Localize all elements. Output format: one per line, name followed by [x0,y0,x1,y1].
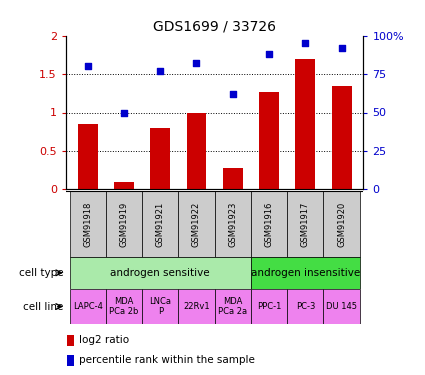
Bar [251,257,360,289]
Text: LNCa
P: LNCa P [149,297,171,316]
Bar [178,289,215,324]
Bar [215,191,251,257]
Point [193,60,200,66]
Bar [70,191,106,257]
Bar [223,168,243,189]
Bar [70,257,251,289]
Point [302,40,309,46]
Text: 22Rv1: 22Rv1 [183,302,210,311]
Bar [332,86,351,189]
Text: GSM91919: GSM91919 [119,201,128,247]
Bar [178,191,215,257]
Text: GSM91920: GSM91920 [337,201,346,247]
Bar [259,92,279,189]
Text: GSM91917: GSM91917 [301,201,310,247]
Bar [106,289,142,324]
Text: GSM91918: GSM91918 [83,201,92,247]
Text: DU 145: DU 145 [326,302,357,311]
Point [84,63,91,69]
Title: GDS1699 / 33726: GDS1699 / 33726 [153,19,276,33]
Bar [295,59,315,189]
Point [266,51,272,57]
Text: GSM91923: GSM91923 [228,201,237,247]
Bar [106,191,142,257]
Point [338,45,345,51]
Bar [323,289,360,324]
Text: MDA
PCa 2a: MDA PCa 2a [218,297,247,316]
Text: cell type: cell type [19,268,64,278]
Bar [323,191,360,257]
Text: androgen sensitive: androgen sensitive [110,268,210,278]
Bar [142,191,178,257]
Text: PPC-1: PPC-1 [257,302,281,311]
Text: GSM91916: GSM91916 [264,201,274,247]
Bar [251,191,287,257]
Bar [150,128,170,189]
Bar [67,355,74,366]
Bar [78,124,98,189]
Bar [187,112,207,189]
Bar [70,289,106,324]
Text: PC-3: PC-3 [296,302,315,311]
Text: cell line: cell line [23,302,64,312]
Bar [142,289,178,324]
Bar [287,289,323,324]
Text: LAPC-4: LAPC-4 [73,302,102,311]
Point [157,68,164,74]
Text: percentile rank within the sample: percentile rank within the sample [79,356,255,365]
Text: log2 ratio: log2 ratio [79,335,129,345]
Bar [114,182,134,189]
Point [230,91,236,97]
Point [121,110,128,116]
Bar [251,289,287,324]
Bar [287,191,323,257]
Text: GSM91922: GSM91922 [192,201,201,247]
Text: GSM91921: GSM91921 [156,201,165,247]
Text: MDA
PCa 2b: MDA PCa 2b [109,297,139,316]
Bar [67,334,74,346]
Text: androgen insensitive: androgen insensitive [251,268,360,278]
Bar [215,289,251,324]
